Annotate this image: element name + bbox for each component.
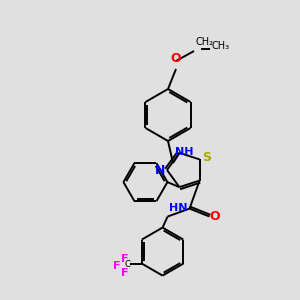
Text: CH₂: CH₂ xyxy=(195,37,213,47)
Text: NH: NH xyxy=(176,147,194,157)
Text: O: O xyxy=(171,52,181,65)
Text: F: F xyxy=(121,254,128,264)
Text: F: F xyxy=(121,268,128,278)
Text: F: F xyxy=(113,261,121,271)
Text: N: N xyxy=(155,164,165,176)
Text: CH₃: CH₃ xyxy=(212,41,230,51)
Text: C: C xyxy=(125,260,131,269)
Text: S: S xyxy=(202,151,211,164)
Text: HN: HN xyxy=(169,202,188,213)
Text: O: O xyxy=(209,210,220,223)
